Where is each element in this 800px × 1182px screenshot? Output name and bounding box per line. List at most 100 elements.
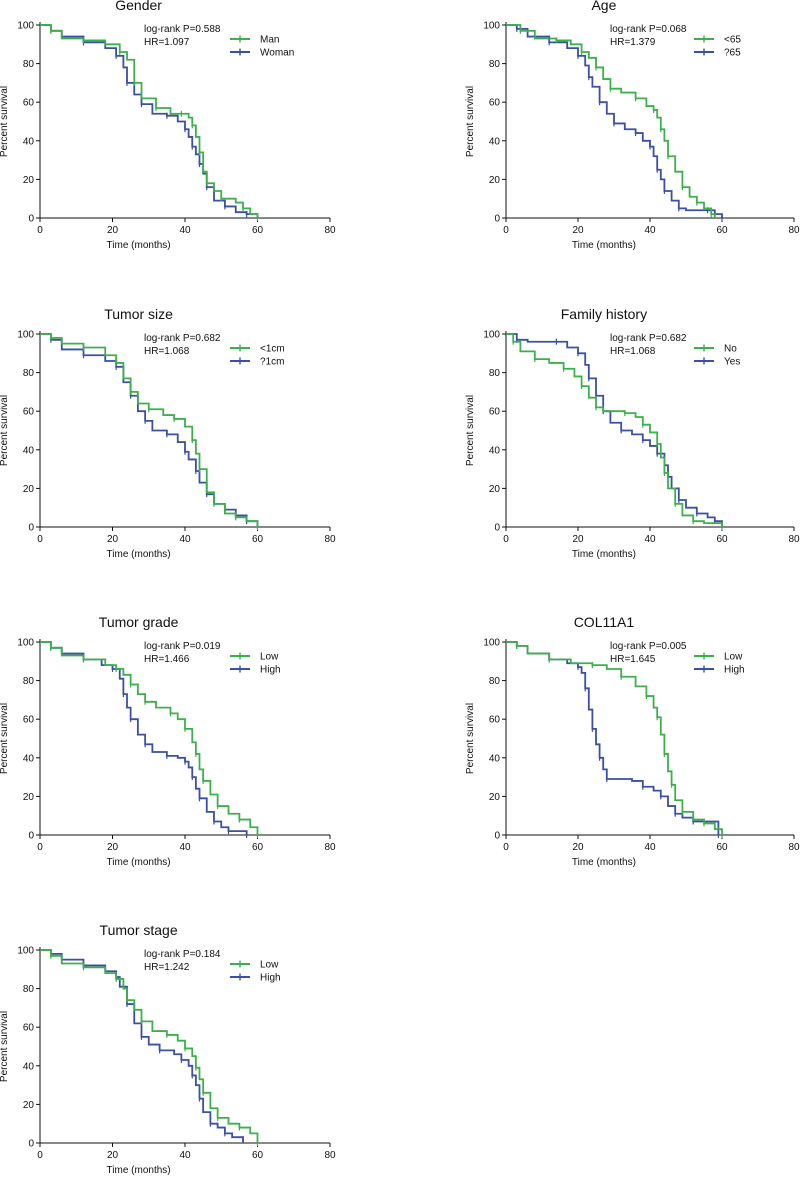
y-tick-label: 100: [483, 638, 500, 649]
hazard-ratio: HR=1.242: [144, 962, 190, 973]
y-axis-label: Percent survival: [0, 703, 10, 774]
hazard-ratio: HR=1.379: [610, 37, 656, 48]
y-tick-label: 60: [23, 98, 35, 109]
panel-title: Tumor stage: [100, 922, 178, 938]
x-tick-label: 80: [324, 534, 336, 545]
survival-curve-series-1: [40, 333, 259, 527]
y-tick-label: 80: [23, 984, 35, 995]
panel-title: Tumor grade: [99, 614, 179, 630]
survival-curve-series-2: [506, 333, 723, 527]
y-tick-label: 60: [23, 1023, 35, 1034]
y-tick-label: 80: [489, 59, 501, 70]
y-tick-label: 0: [28, 523, 34, 534]
y-tick-label: 20: [23, 792, 35, 803]
x-tick-label: 80: [324, 225, 336, 236]
panel-title: Gender: [115, 0, 162, 13]
x-tick-label: 60: [252, 842, 264, 853]
km-panel: Family history 0 20 40 60 80 100 0 20 40 60 80 Time …: [465, 306, 800, 560]
panel-title: Family history: [561, 306, 647, 322]
km-panel: Age 0 20 40 60 80 100 0 20 40 60 80 Time (months) Per…: [465, 0, 800, 251]
y-tick-label: 40: [23, 136, 35, 147]
x-tick-label: 20: [107, 534, 119, 545]
log-rank-p-value: log-rank P=0.184: [144, 949, 221, 960]
y-tick-label: 80: [23, 59, 35, 70]
survival-curve-series-1: [40, 949, 259, 1143]
survival-curve-series-1: [40, 24, 259, 218]
x-axis-label: Time (months): [107, 857, 171, 868]
km-panel: COL11A1 0 20 40 60 80 100 0 20 40 60 80 Time (months…: [465, 614, 800, 868]
survival-curve-series-2: [506, 24, 723, 218]
y-tick-label: 20: [489, 792, 501, 803]
y-tick-label: 40: [23, 445, 35, 456]
x-axis-label: Time (months): [107, 240, 171, 251]
survival-curve-series-2: [40, 949, 244, 1143]
x-tick-label: 60: [252, 225, 264, 236]
y-tick-label: 100: [17, 638, 34, 649]
legend-label: High: [724, 665, 745, 676]
x-tick-label: 20: [107, 225, 119, 236]
legend-label: Low: [260, 960, 279, 971]
x-axis-label: Time (months): [107, 549, 171, 560]
y-tick-label: 80: [23, 676, 35, 687]
x-tick-label: 0: [37, 842, 43, 853]
x-tick-label: 20: [572, 534, 584, 545]
survival-curve-series-1: [506, 641, 723, 835]
x-tick-label: 0: [37, 1150, 43, 1161]
legend-label: <65: [724, 35, 741, 46]
y-tick-label: 60: [489, 98, 501, 109]
y-tick-label: 40: [23, 753, 35, 764]
panel-title: Age: [591, 0, 616, 13]
x-tick-label: 60: [252, 534, 264, 545]
legend-label: Woman: [260, 48, 294, 59]
y-tick-label: 20: [23, 1100, 35, 1111]
y-tick-label: 40: [489, 445, 501, 456]
legend-label: Yes: [724, 357, 740, 368]
panel-title: Tumor size: [104, 306, 173, 322]
x-tick-label: 40: [179, 225, 191, 236]
x-tick-label: 80: [788, 842, 800, 853]
hazard-ratio: HR=1.466: [144, 654, 190, 665]
x-tick-label: 80: [788, 225, 800, 236]
y-tick-label: 0: [28, 831, 34, 842]
x-tick-label: 20: [107, 842, 119, 853]
km-panel: Gender 0 20 40 60 80 100 0 20 40 60 80 Time (months)…: [0, 0, 336, 251]
y-tick-label: 80: [23, 368, 35, 379]
x-axis-label: Time (months): [572, 857, 636, 868]
survival-curve-series-2: [40, 24, 259, 218]
hazard-ratio: HR=1.645: [610, 654, 656, 665]
y-tick-label: 100: [483, 330, 500, 341]
x-axis-label: Time (months): [107, 1165, 171, 1176]
y-tick-label: 20: [23, 484, 35, 495]
y-tick-label: 0: [28, 1139, 34, 1150]
x-tick-label: 0: [503, 225, 509, 236]
y-axis-label: Percent survival: [0, 1011, 10, 1082]
y-tick-label: 40: [489, 136, 501, 147]
y-tick-label: 80: [489, 368, 501, 379]
x-tick-label: 40: [179, 842, 191, 853]
km-panel: Tumor size 0 20 40 60 80 100 0 20 40 60 80 Time (mon…: [0, 306, 336, 560]
survival-curve-series-2: [40, 641, 248, 835]
legend-label: Man: [260, 35, 279, 46]
x-tick-label: 80: [788, 534, 800, 545]
x-tick-label: 0: [37, 534, 43, 545]
x-tick-label: 60: [716, 534, 728, 545]
log-rank-p-value: log-rank P=0.019: [144, 641, 221, 652]
x-tick-label: 0: [503, 842, 509, 853]
log-rank-p-value: log-rank P=0.682: [610, 333, 687, 344]
y-axis-label: Percent survival: [465, 395, 476, 466]
survival-curve-series-1: [506, 24, 716, 218]
legend-label: High: [260, 665, 281, 676]
y-tick-label: 0: [494, 523, 500, 534]
y-tick-label: 100: [17, 330, 34, 341]
survival-curve-series-2: [40, 333, 259, 527]
y-tick-label: 0: [494, 214, 500, 225]
panel-title: COL11A1: [574, 614, 635, 630]
y-tick-label: 60: [489, 715, 501, 726]
y-tick-label: 20: [489, 175, 501, 186]
hazard-ratio: HR=1.068: [144, 346, 190, 357]
hazard-ratio: HR=1.068: [610, 346, 656, 357]
y-tick-label: 60: [23, 715, 35, 726]
log-rank-p-value: log-rank P=0.682: [144, 333, 221, 344]
y-tick-label: 20: [489, 484, 501, 495]
